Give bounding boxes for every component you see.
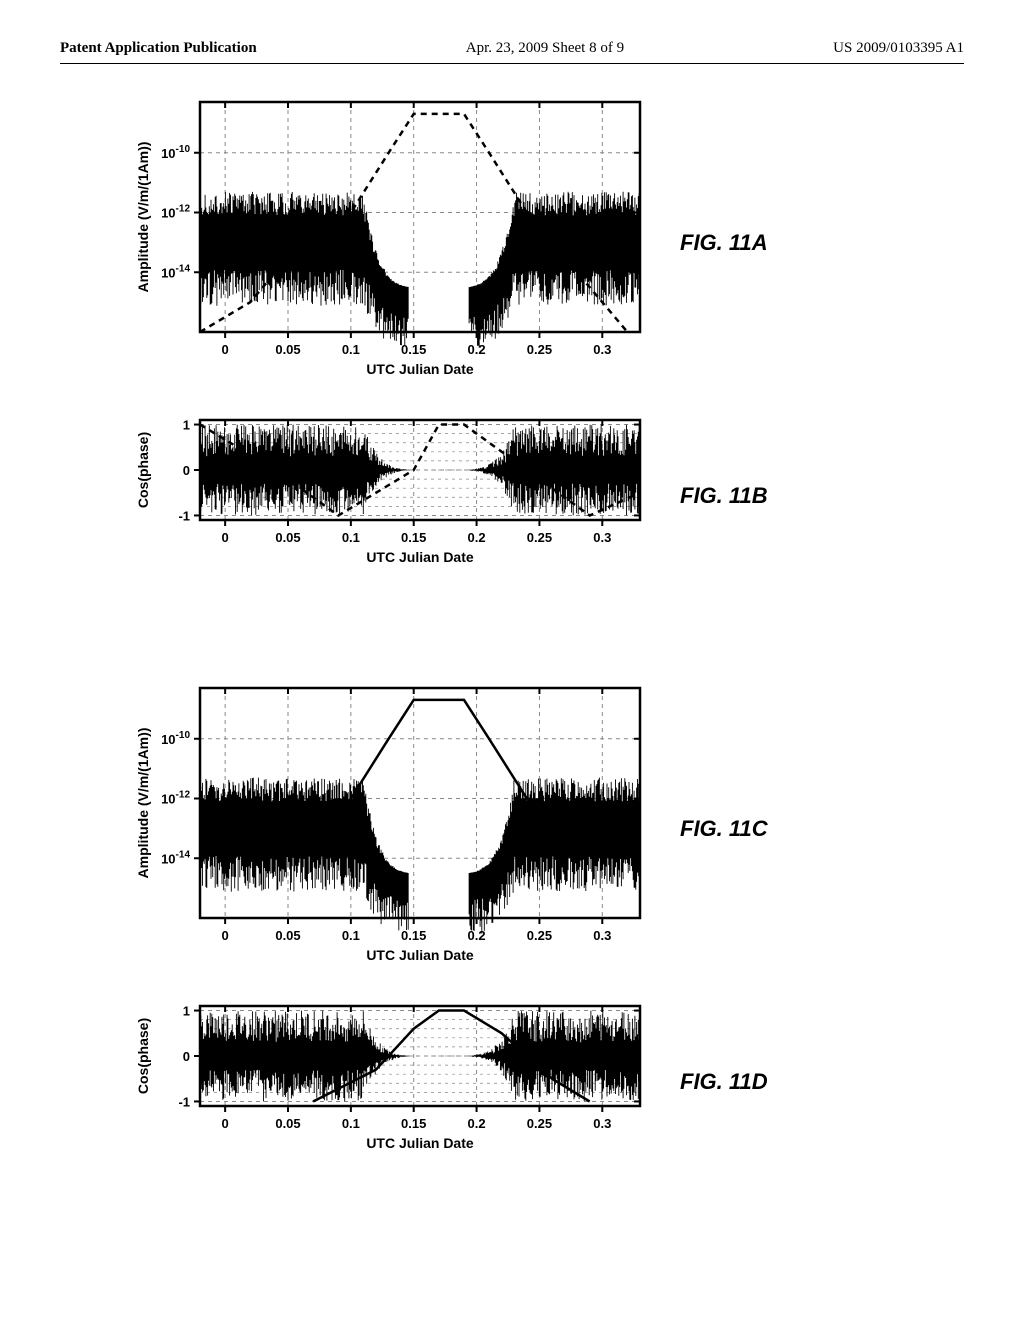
svg-text:0.2: 0.2 (468, 342, 486, 357)
svg-text:0.25: 0.25 (527, 1116, 552, 1131)
chart: 0 0.05 0.1 0.15 0.2 0.25 0.3 -1 0 1 UTC Julian Dat… (130, 998, 650, 1166)
svg-text:Amplitude (V/m/(1Am)): Amplitude (V/m/(1Am)) (135, 142, 151, 293)
svg-text:10-12: 10-12 (161, 790, 190, 807)
svg-text:10-14: 10-14 (161, 263, 190, 280)
svg-text:0.15: 0.15 (401, 1116, 426, 1131)
svg-text:1: 1 (183, 418, 190, 433)
chart-svg: 0 0.05 0.1 0.15 0.2 0.25 0.3 10-14 10-12 10-10 UTC… (130, 94, 650, 387)
chart: 0 0.05 0.1 0.15 0.2 0.25 0.3 10-14 10-12 10-10 UTC… (130, 680, 650, 978)
svg-text:0.3: 0.3 (593, 342, 611, 357)
svg-text:0.25: 0.25 (527, 342, 552, 357)
figure-block: 0 0.05 0.1 0.15 0.2 0.25 0.3 10-14 10-12 10-10 UTC… (130, 94, 964, 392)
chart-svg: 0 0.05 0.1 0.15 0.2 0.25 0.3 10-14 10-12 10-10 UTC… (130, 680, 650, 973)
svg-text:0.05: 0.05 (275, 1116, 300, 1131)
figure-label: FIG. 11D (680, 1069, 768, 1095)
svg-text:0.15: 0.15 (401, 928, 426, 943)
svg-text:0.05: 0.05 (275, 928, 300, 943)
figure-row: 0 0.05 0.1 0.15 0.2 0.25 0.3 10-14 10-12 10-10 UTC… (130, 94, 964, 392)
header-publication: Patent Application Publication (60, 40, 257, 57)
figure-block: 0 0.05 0.1 0.15 0.2 0.25 0.3 -1 0 1 UTC Julian Dat… (130, 998, 964, 1166)
svg-text:0.15: 0.15 (401, 342, 426, 357)
svg-text:0.25: 0.25 (527, 530, 552, 545)
svg-text:0.1: 0.1 (342, 928, 360, 943)
svg-text:0.3: 0.3 (593, 530, 611, 545)
figure-label: FIG. 11C (680, 816, 768, 842)
svg-text:10-10: 10-10 (161, 144, 190, 161)
svg-text:0.05: 0.05 (275, 530, 300, 545)
svg-text:0.2: 0.2 (468, 530, 486, 545)
svg-text:0: 0 (222, 342, 229, 357)
figure-row: 0 0.05 0.1 0.15 0.2 0.25 0.3 -1 0 1 UTC Julian Dat… (130, 998, 964, 1166)
svg-text:-1: -1 (178, 1094, 190, 1109)
svg-text:0.1: 0.1 (342, 1116, 360, 1131)
svg-text:0.3: 0.3 (593, 928, 611, 943)
svg-text:UTC Julian Date: UTC Julian Date (366, 1135, 474, 1151)
svg-text:0.3: 0.3 (593, 1116, 611, 1131)
header-pubnum: US 2009/0103395 A1 (833, 40, 964, 57)
svg-text:0.2: 0.2 (468, 1116, 486, 1131)
svg-text:0: 0 (222, 1116, 229, 1131)
figure-block: 0 0.05 0.1 0.15 0.2 0.25 0.3 -1 0 1 UTC Julian Dat… (130, 412, 964, 580)
svg-text:0.2: 0.2 (468, 928, 486, 943)
figures-container: 00.050.10.150.20.250.310-1410-1210-10UTC… (60, 94, 964, 1166)
svg-text:0.1: 0.1 (342, 342, 360, 357)
figure-label: FIG. 11B (680, 483, 768, 509)
svg-text:Cos(phase): Cos(phase) (135, 1018, 151, 1094)
svg-text:0: 0 (183, 463, 190, 478)
chart-svg: 0 0.05 0.1 0.15 0.2 0.25 0.3 -1 0 1 UTC Julian Dat… (130, 412, 650, 575)
svg-text:10-12: 10-12 (161, 204, 190, 221)
svg-text:UTC Julian Date: UTC Julian Date (366, 549, 474, 565)
svg-text:0.05: 0.05 (275, 342, 300, 357)
figure-row: 0 0.05 0.1 0.15 0.2 0.25 0.3 10-14 10-12 10-10 UTC… (130, 680, 964, 978)
svg-text:1: 1 (183, 1004, 190, 1019)
chart-svg: 0 0.05 0.1 0.15 0.2 0.25 0.3 -1 0 1 UTC Julian Dat… (130, 998, 650, 1161)
svg-text:UTC Julian Date: UTC Julian Date (366, 947, 474, 963)
svg-text:-1: -1 (178, 508, 190, 523)
svg-text:0: 0 (183, 1049, 190, 1064)
svg-text:Cos(phase): Cos(phase) (135, 432, 151, 508)
svg-text:0.1: 0.1 (342, 530, 360, 545)
chart: 0 0.05 0.1 0.15 0.2 0.25 0.3 -1 0 1 UTC Julian Dat… (130, 412, 650, 580)
page-header: Patent Application Publication Apr. 23, … (60, 40, 964, 64)
svg-text:10-10: 10-10 (161, 730, 190, 747)
header-date-sheet: Apr. 23, 2009 Sheet 8 of 9 (466, 40, 624, 57)
svg-text:UTC Julian Date: UTC Julian Date (366, 361, 474, 377)
chart: 0 0.05 0.1 0.15 0.2 0.25 0.3 10-14 10-12 10-10 UTC… (130, 94, 650, 392)
svg-text:10-14: 10-14 (161, 849, 190, 866)
svg-text:0.15: 0.15 (401, 530, 426, 545)
svg-text:0: 0 (222, 928, 229, 943)
svg-text:0.25: 0.25 (527, 928, 552, 943)
figure-block: 0 0.05 0.1 0.15 0.2 0.25 0.3 10-14 10-12 10-10 UTC… (130, 680, 964, 978)
figure-label: FIG. 11A (680, 230, 768, 256)
svg-text:Amplitude (V/m/(1Am)): Amplitude (V/m/(1Am)) (135, 728, 151, 879)
svg-text:0: 0 (222, 530, 229, 545)
figure-row: 0 0.05 0.1 0.15 0.2 0.25 0.3 -1 0 1 UTC Julian Dat… (130, 412, 964, 580)
